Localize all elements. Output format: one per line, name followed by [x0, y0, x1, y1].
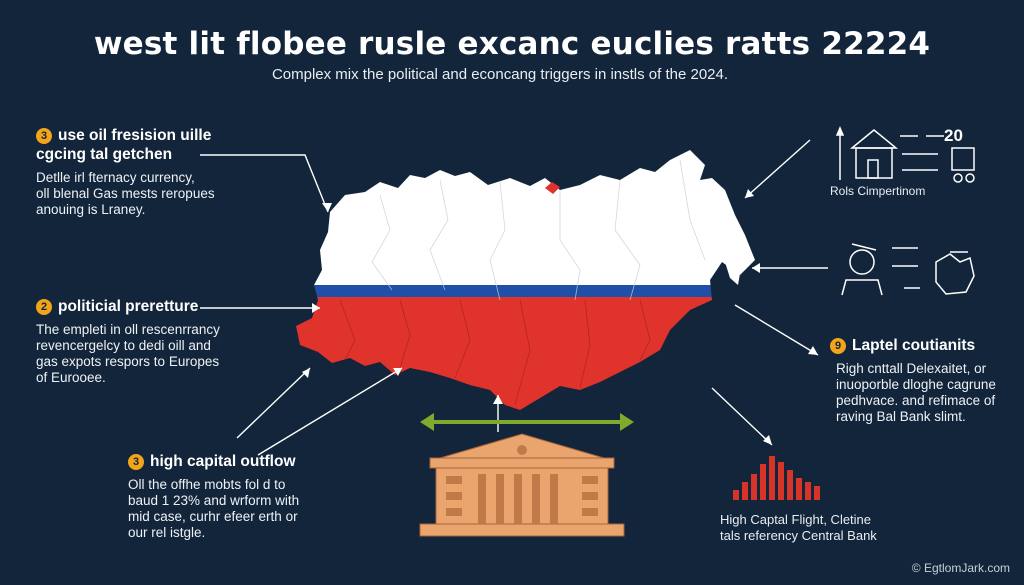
body-line: The empleti in oll rescenrrancy: [36, 322, 220, 337]
factor-block-oil: 3 use oil fresision uille cgcing tal getc…: [36, 126, 276, 218]
person-exchange-icon: [841, 243, 975, 296]
number-badge: 2: [36, 299, 52, 315]
top-right-caption: Rols Cimpertinom: [830, 184, 926, 198]
island-shape: [545, 182, 560, 194]
house-exchange-icon: [835, 126, 975, 183]
copyright-text: © EgtlomJark.com: [911, 561, 1010, 575]
body-line: anouing is Lraney.: [36, 202, 146, 217]
infographic-title: west lit flobee rusle excanc euclies rat…: [93, 26, 931, 62]
heading-line: cgcing tal getchen: [36, 146, 173, 163]
factor-block-political: 2 politicial preretture The empleti in ol…: [36, 297, 276, 386]
body-line: gas expots respors to Europes: [36, 354, 220, 369]
heading-line: high capital outflow: [150, 453, 296, 470]
flag-red-band: [296, 297, 755, 410]
factor-body: Detlle irl fternacy currency, oll blenal…: [36, 170, 276, 218]
body-line: Oll the offhe mobts fol d to: [128, 477, 286, 492]
factor-body: Righ cnttall Delexaitet, or inuoporble d…: [836, 361, 1010, 425]
factor-heading: 3 high capital outflow: [128, 452, 328, 471]
factor-heading: 9 Laptel coutianits: [830, 336, 1010, 355]
heading-line: politicial preretture: [58, 298, 199, 315]
factor-block-capital-outflow: 3 high capital outflow Oll the offhe mobt…: [128, 452, 328, 541]
factor-heading: 2 politicial preretture: [36, 297, 276, 316]
body-line: of Eurooee.: [36, 370, 106, 385]
body-line: our rel istgle.: [128, 525, 206, 540]
body-line: raving Bal Bank slimt.: [836, 409, 966, 424]
body-line: oll blenal Gas mests reropues: [36, 186, 215, 201]
number-badge: 3: [128, 454, 144, 470]
number-badge: 3: [36, 128, 52, 144]
body-line: baud 1 23% and wrform with: [128, 493, 300, 508]
body-line: mid case, curhr efeer erth or: [128, 509, 298, 524]
factor-block-capital-controls: 9 Laptel coutianits Righ cnttall Delexait…: [830, 336, 1010, 425]
pointer-arrowheads: [302, 189, 818, 445]
exchange-double-arrow-icon: [420, 413, 634, 431]
body-line: Detlle irl fternacy currency,: [36, 170, 195, 185]
heading-line: use oil fresision uille: [58, 127, 212, 144]
region-borders: [371, 159, 706, 301]
body-line: pedhvace. and refimace of: [836, 393, 996, 408]
body-line: Righ cnttall Delexaitet, or: [836, 361, 987, 376]
factor-body: The empleti in oll rescenrrancy revencer…: [36, 322, 276, 386]
flag-blue-band: [296, 285, 755, 297]
factor-body: Oll the offhe mobts fol d to baud 1 23% …: [128, 477, 328, 541]
body-line: inuoporble dloghe cagrune: [836, 377, 996, 392]
body-line: revencergelcy to dedi oill and: [36, 338, 211, 353]
central-bank-building-icon: [419, 433, 625, 537]
pointer-lines: [200, 139, 828, 456]
flag-white-band: [296, 150, 755, 285]
heading-line: Laptel coutianits: [852, 337, 976, 354]
top-right-number: 20: [944, 126, 963, 145]
factor-heading: 3 use oil fresision uille cgcing tal getc…: [36, 126, 276, 164]
number-badge: 9: [830, 338, 846, 354]
infographic-subtitle: Complex mix the political and econcang t…: [271, 66, 729, 83]
capital-flight-bars-icon: [733, 456, 820, 500]
bottom-right-caption-line2: tals referency Central Bank: [720, 528, 877, 543]
bottom-right-caption-line1: High Captal Flight, Cletine: [720, 512, 872, 527]
island-shape: [725, 250, 742, 285]
russia-flag-map: [296, 150, 755, 410]
region-borders-red: [339, 299, 651, 406]
